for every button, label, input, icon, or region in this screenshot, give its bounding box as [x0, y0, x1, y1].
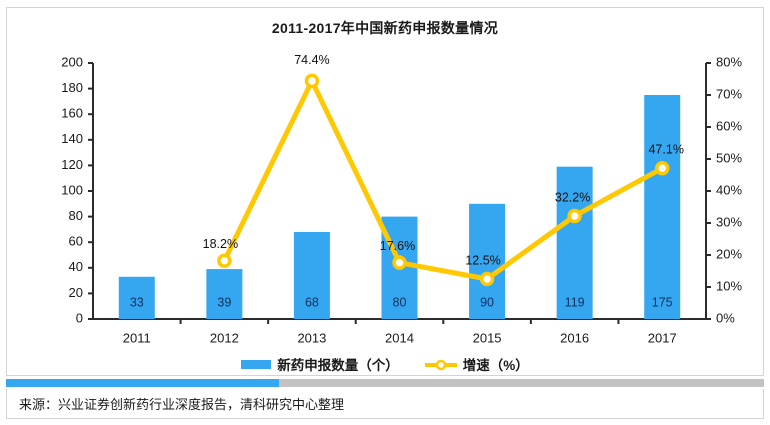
- legend-label-line-series: 增速（%）: [462, 358, 529, 373]
- right-axis-tick-label: 20%: [716, 246, 742, 261]
- legend-item-line-series[interactable]: 增速（%）: [424, 354, 529, 374]
- bar: [556, 166, 593, 319]
- bar-value-label: 80: [393, 295, 407, 309]
- chart-panel: 2011-2017年中国新药申报数量情况 0 20 40 60 80 100 120 140 1…: [6, 7, 764, 376]
- legend-item-bar-series[interactable]: 新药申报数量（个）: [241, 354, 399, 374]
- left-axis-tick-label: 140: [61, 131, 83, 146]
- right-axis-tick-label: 50%: [716, 150, 742, 165]
- right-axis-tick-label: 80%: [716, 54, 742, 69]
- bar-value-label: 90: [480, 295, 494, 309]
- right-axis-tick-label: 10%: [716, 278, 742, 293]
- line-data-point: [567, 208, 582, 224]
- source-note: 来源：兴业证券创新药行业深度报告，清科研究中心整理: [19, 398, 345, 413]
- bar-value-label: 119: [565, 295, 585, 309]
- bar-swatch-icon: [241, 359, 272, 369]
- bar: [293, 231, 330, 319]
- growth-value-label: 74.4%: [294, 53, 329, 67]
- left-axis-tick-label: 20: [69, 285, 83, 300]
- growth-value-label: 32.2%: [555, 190, 590, 204]
- bar: [644, 95, 681, 319]
- line-data-point: [654, 161, 670, 176]
- x-axis-category-label: 2014: [385, 330, 414, 345]
- growth-value-label: 47.1%: [648, 143, 683, 157]
- bar: [118, 276, 155, 319]
- legend-label-bar-series: 新药申报数量（个）: [277, 358, 399, 373]
- x-axis-category-label: 2012: [210, 330, 239, 345]
- x-axis-category-label: 2016: [560, 330, 589, 345]
- combo-chart-canvas: 0 20 40 60 80 100 120 140 160 180 200 0% 10% 20% 30% 40…: [61, 53, 742, 345]
- source-panel: 来源：兴业证券创新药行业深度报告，清科研究中心整理: [6, 389, 764, 419]
- growth-value-label: 12.5%: [465, 253, 500, 267]
- left-axis-tick-label: 180: [61, 80, 83, 95]
- left-axis-tick-label: 60: [69, 234, 83, 249]
- right-axis-tick-label: 40%: [716, 182, 742, 197]
- left-axis-tick-label: 120: [61, 157, 83, 172]
- growth-line: [221, 78, 665, 282]
- divider-fill: [6, 379, 279, 387]
- right-axis-tick-label: 70%: [716, 86, 742, 101]
- section-divider-bar: [6, 379, 764, 387]
- growth-value-label: 18.2%: [203, 237, 238, 251]
- bar: [469, 203, 506, 319]
- chart-legend: 新药申报数量（个） 增速（%）: [7, 354, 763, 374]
- bar-value-label: 68: [305, 295, 319, 309]
- right-axis-tick-label: 0%: [716, 310, 735, 325]
- bar-value-label: 33: [130, 295, 144, 309]
- x-axis-category-label: 2013: [297, 330, 326, 345]
- bar: [206, 269, 243, 319]
- x-axis-category-label: 2015: [473, 330, 502, 345]
- bar-value-label: 39: [217, 295, 231, 309]
- left-axis-tick-label: 100: [61, 182, 83, 197]
- chart-title: 2011-2017年中国新药申报数量情况: [271, 20, 499, 36]
- line-data-point: [304, 73, 320, 89]
- x-axis-category-label: 2017: [648, 330, 677, 345]
- x-axis-category-label: 2011: [123, 330, 151, 345]
- left-axis-tick-label: 160: [61, 106, 83, 121]
- line-data-point: [479, 271, 495, 287]
- left-axis-tick-label: 0: [76, 310, 83, 325]
- line-data-point: [217, 253, 232, 269]
- bar-value-label: 175: [652, 295, 673, 309]
- left-axis-tick-label: 80: [69, 208, 83, 223]
- right-axis-tick-label: 60%: [716, 118, 742, 133]
- growth-value-label: 17.6%: [380, 239, 415, 253]
- line-data-point: [392, 255, 407, 270]
- left-axis-tick-label: 40: [69, 259, 83, 274]
- line-marker-swatch-icon: [424, 358, 457, 371]
- right-axis-tick-label: 30%: [716, 214, 742, 229]
- left-axis-tick-label: 200: [61, 54, 83, 69]
